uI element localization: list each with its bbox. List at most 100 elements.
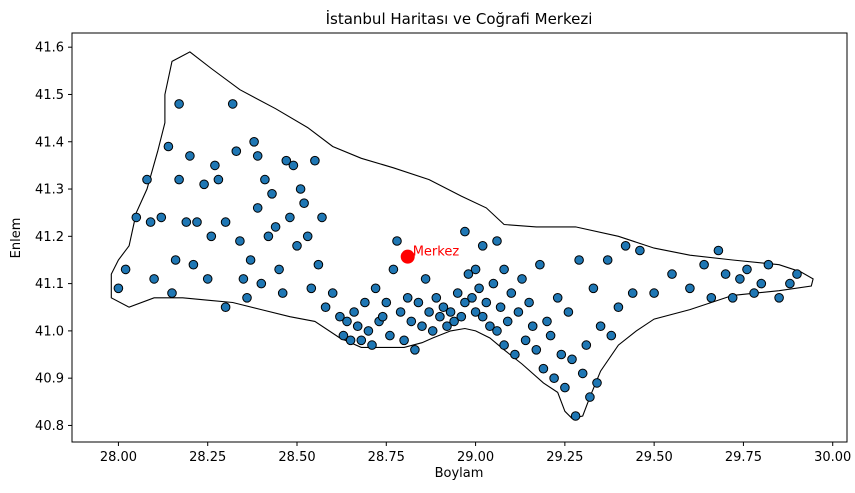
district-point	[460, 226, 470, 237]
district-point	[542, 316, 552, 327]
district-points	[113, 99, 802, 421]
district-point	[527, 321, 538, 332]
x-tick-label: 29.50	[636, 450, 673, 465]
district-point	[495, 302, 506, 313]
district-point	[413, 297, 424, 308]
district-point	[567, 354, 577, 365]
district-point	[485, 321, 495, 332]
district-point	[535, 259, 545, 270]
x-tick-label: 28.25	[189, 450, 226, 465]
district-point	[727, 293, 738, 303]
y-tick-label: 40.8	[35, 419, 64, 434]
axes-frame	[71, 32, 848, 443]
district-point	[145, 217, 156, 227]
district-point	[345, 335, 356, 346]
district-point	[552, 293, 563, 303]
district-point	[202, 274, 213, 284]
district-point	[570, 411, 581, 421]
district-point	[538, 363, 549, 374]
district-point	[424, 307, 434, 317]
district-point	[470, 264, 481, 275]
district-point	[627, 288, 638, 298]
district-point	[277, 288, 288, 298]
district-point	[481, 297, 492, 308]
district-point	[120, 264, 131, 275]
district-point	[785, 278, 795, 289]
district-point	[231, 146, 242, 156]
district-point	[320, 302, 331, 313]
district-point	[267, 189, 277, 199]
y-tick-label: 41.3	[35, 183, 64, 198]
district-point	[342, 316, 352, 327]
district-point	[170, 255, 181, 265]
district-point	[156, 212, 167, 223]
district-point	[531, 345, 542, 355]
district-point	[356, 335, 367, 346]
district-point	[763, 259, 774, 270]
x-axis-label: Boylam	[435, 466, 484, 481]
district-point	[181, 217, 192, 227]
district-point	[185, 151, 195, 161]
district-point	[306, 283, 317, 294]
district-point	[435, 311, 445, 322]
district-point	[285, 212, 295, 223]
district-point	[560, 382, 570, 393]
district-point	[227, 99, 238, 109]
district-point	[249, 137, 259, 147]
district-point	[563, 307, 574, 317]
district-point	[370, 283, 381, 294]
district-point	[252, 203, 263, 213]
district-point	[174, 174, 184, 185]
district-point	[167, 288, 177, 298]
district-point	[792, 269, 802, 279]
district-point	[452, 288, 463, 298]
district-point	[270, 222, 281, 232]
district-point	[377, 311, 388, 322]
district-point	[192, 217, 202, 227]
x-axis: 28.00 28.25 28.50 28.75 29.00 29.25 29.50 29.75…	[100, 442, 851, 465]
district-point	[685, 283, 695, 294]
district-point	[667, 269, 677, 279]
district-point	[288, 160, 299, 171]
district-point	[556, 349, 567, 360]
district-point	[245, 255, 256, 265]
district-point	[410, 345, 420, 355]
district-point	[742, 264, 752, 275]
district-point	[706, 293, 717, 303]
district-point	[256, 278, 267, 289]
district-point	[292, 241, 302, 251]
district-point	[588, 283, 599, 294]
x-tick-label: 28.50	[278, 450, 315, 465]
y-tick-label: 40.9	[35, 372, 64, 387]
district-point	[699, 259, 709, 270]
x-tick-label: 30.00	[814, 450, 851, 465]
district-point	[417, 321, 427, 332]
district-point	[338, 330, 349, 341]
district-point	[299, 198, 309, 208]
district-point	[335, 311, 345, 322]
district-point	[585, 392, 595, 402]
district-point	[260, 174, 270, 185]
district-point	[499, 264, 509, 275]
district-point	[470, 307, 481, 317]
district-point	[517, 274, 527, 284]
y-axis: 40.8 40.9 41.0 41.1 41.2 41.3 41.4 41.5 41.6	[35, 41, 72, 434]
district-point	[492, 326, 502, 336]
district-point	[592, 378, 602, 388]
district-point	[113, 283, 124, 294]
y-axis-label: Enlem	[9, 218, 24, 259]
district-point	[606, 330, 617, 341]
district-point	[188, 259, 199, 270]
district-point	[574, 255, 584, 265]
district-point	[274, 264, 284, 275]
district-point	[220, 217, 231, 227]
district-point	[502, 316, 513, 327]
district-point	[506, 288, 517, 298]
center-label: Merkez	[413, 245, 460, 260]
district-point	[238, 274, 249, 284]
district-point	[635, 245, 645, 256]
x-tick-label: 29.25	[546, 450, 583, 465]
district-point	[349, 307, 359, 317]
district-point	[577, 368, 588, 379]
